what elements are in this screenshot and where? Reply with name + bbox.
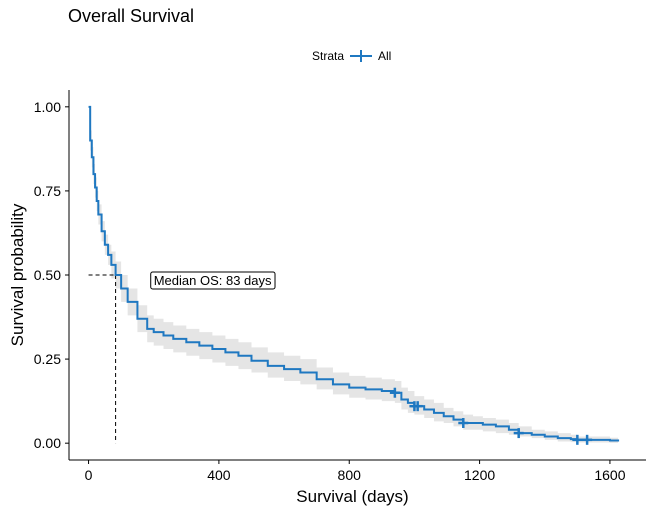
x-axis-title: Survival (days): [296, 487, 408, 506]
chart-title: Overall Survival: [68, 6, 195, 26]
legend-entry-all: All: [378, 49, 392, 63]
censor-mark: [412, 401, 423, 412]
censor-mark: [572, 434, 583, 445]
median-label: Median OS: 83 days: [154, 273, 272, 288]
censor-mark: [582, 434, 593, 445]
censor-mark: [513, 428, 524, 439]
legend-title: Strata: [312, 49, 345, 63]
y-tick-label: 1.00: [34, 99, 61, 115]
censor-mark: [389, 387, 400, 398]
y-tick-label: 0.50: [34, 267, 61, 283]
x-tick-label: 1200: [464, 467, 495, 483]
y-tick-label: 0.25: [34, 351, 61, 367]
x-tick-label: 800: [338, 467, 362, 483]
x-tick-label: 400: [207, 467, 231, 483]
y-axis-title: Survival probability: [8, 203, 27, 346]
censor-mark: [458, 418, 469, 428]
legend-key-icon: [350, 50, 373, 62]
x-tick-label: 0: [85, 467, 93, 483]
confidence-band: [88, 106, 619, 443]
x-tick-label: 1600: [594, 467, 625, 483]
median-label-box: [150, 271, 276, 290]
survival-line: [88, 105, 620, 442]
legend: Strata All: [312, 48, 391, 64]
y-tick-label: 0.75: [34, 183, 61, 199]
y-tick-label: 0.00: [34, 435, 61, 451]
